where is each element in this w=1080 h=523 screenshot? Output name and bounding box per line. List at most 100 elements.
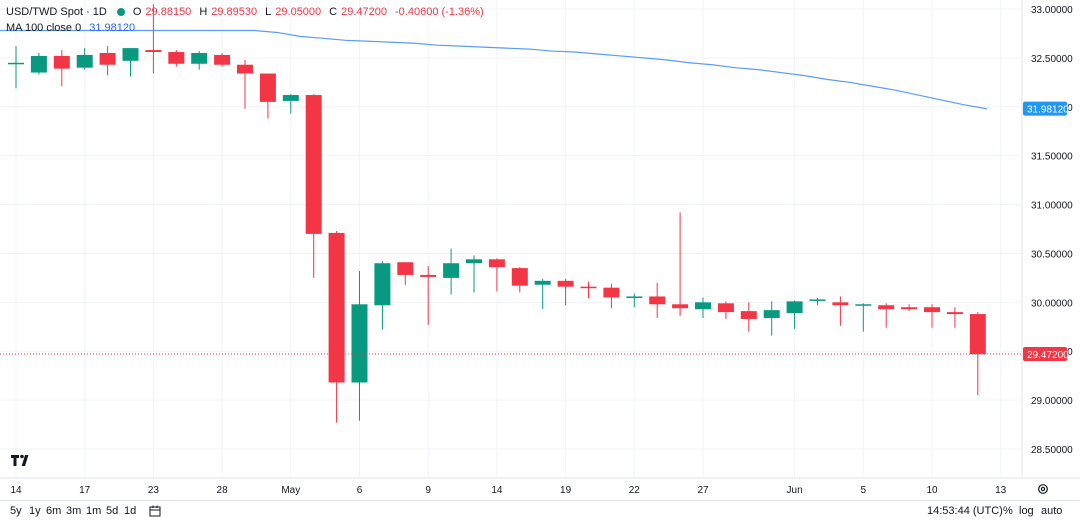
high-label: H <box>199 6 208 18</box>
ma-indicator-label[interactable]: MA 100 close 0 <box>6 22 82 34</box>
candle-up <box>763 310 780 318</box>
percent-toggle[interactable]: % <box>1003 505 1013 517</box>
candles-group <box>8 4 986 423</box>
y-axis: 28.5000029.0000029.5000030.0000030.50000… <box>1031 5 1073 456</box>
timeframe-1m[interactable]: 1m <box>86 505 102 517</box>
y-tick-label: 30.50000 <box>1031 249 1073 260</box>
tradingview-logo-icon[interactable] <box>10 452 32 468</box>
market-status-icon <box>116 8 125 16</box>
candle-up <box>30 55 47 73</box>
candle-up <box>8 62 24 65</box>
candle-up <box>191 53 208 64</box>
candle-up <box>809 299 826 301</box>
candle-up <box>466 259 482 264</box>
close-label: C <box>329 6 338 18</box>
open-value: 29.88150 <box>145 6 192 18</box>
candle-down <box>603 287 620 298</box>
grid-lines <box>0 0 1080 479</box>
x-tick-label: 13 <box>995 485 1007 496</box>
candle-down <box>237 64 253 74</box>
x-tick-label: 19 <box>560 485 572 496</box>
low-value: 29.05000 <box>275 6 322 18</box>
candle-up <box>282 95 299 101</box>
x-tick-label: 17 <box>79 485 91 496</box>
candle-down <box>924 307 940 313</box>
candle-down <box>99 53 116 65</box>
candle-down <box>328 232 345 383</box>
price-chart[interactable]: 28.5000029.0000029.5000030.0000030.50000… <box>0 0 1080 500</box>
candle-down <box>214 54 231 65</box>
change-value: -0.40600 (-1.36%) <box>395 6 484 18</box>
candle-down <box>488 259 505 268</box>
x-axis: 14 17 23 28 May 6 9 14 19 22 27 Jun 5 10 13 <box>10 485 1006 496</box>
candle-down <box>878 305 895 310</box>
close-value: 29.47200 <box>341 6 388 18</box>
y-tick-label: 30.00000 <box>1031 298 1073 309</box>
candle-down <box>53 55 70 69</box>
x-tick-label: 5 <box>861 485 867 496</box>
candle-up <box>786 301 803 314</box>
ma-price-label: 31.98120 <box>1027 105 1069 116</box>
x-tick-label: 23 <box>148 485 160 496</box>
timeframe-5d[interactable]: 5d <box>106 505 119 517</box>
candle-up <box>122 48 139 61</box>
candle-down <box>717 303 734 313</box>
settings-gear-icon[interactable] <box>1037 483 1049 495</box>
x-tick-label: 10 <box>926 485 938 496</box>
open-label: O <box>132 6 142 18</box>
ma-indicator-value: 31.98120 <box>89 22 136 34</box>
candle-down <box>168 52 185 64</box>
candle-down <box>145 50 162 53</box>
date-range-icon[interactable] <box>149 505 162 518</box>
y-tick-label: 32.50000 <box>1031 54 1073 65</box>
candle-down <box>832 302 849 306</box>
y-tick-label: 31.50000 <box>1031 152 1073 163</box>
log-toggle[interactable]: log <box>1019 505 1034 517</box>
candle-up <box>351 304 368 383</box>
candle-down <box>259 73 276 102</box>
x-tick-label: May <box>281 485 300 496</box>
candle-down <box>969 314 986 355</box>
last-price-label: 29.47200 <box>1027 350 1069 361</box>
timeframe-5y[interactable]: 5y <box>10 505 22 517</box>
candle-down <box>740 311 757 319</box>
ma-price-badge <box>1023 101 1067 116</box>
candle-down <box>397 262 414 275</box>
x-tick-label: 22 <box>629 485 641 496</box>
candle-up <box>443 263 460 278</box>
candle-up <box>855 304 872 306</box>
timeframe-1y[interactable]: 1y <box>29 505 41 517</box>
x-tick-label: 28 <box>217 485 229 496</box>
x-tick-label: 27 <box>697 485 709 496</box>
candle-up <box>695 302 711 310</box>
candle-down <box>420 274 437 277</box>
ma-line <box>0 29 988 110</box>
low-label: L <box>265 6 272 18</box>
y-tick-label: 33.00000 <box>1031 5 1073 16</box>
candle-down <box>649 296 666 305</box>
y-tick-label: 31.00000 <box>1031 201 1073 212</box>
y-tick-label: 29.00000 <box>1031 396 1073 407</box>
candle-up <box>76 54 93 68</box>
candle-down <box>946 312 963 315</box>
price-markers: 29.47200 31.98120 <box>0 101 1069 361</box>
x-tick-label: Jun <box>787 485 803 496</box>
candle-down <box>305 95 322 234</box>
x-tick-label: 9 <box>425 485 431 496</box>
bottom-toolbar: 5y 1y 6m 3m 1m 5d 1d 14:53:44 (UTC) % lo… <box>0 500 1080 523</box>
timeframe-6m[interactable]: 6m <box>46 505 62 517</box>
auto-toggle[interactable]: auto <box>1041 505 1063 517</box>
candle-down <box>672 304 689 309</box>
candle-up <box>626 296 643 298</box>
candle-up <box>534 280 551 285</box>
ma-line-group <box>0 29 988 110</box>
x-tick-label: 14 <box>491 485 503 496</box>
x-tick-label: 14 <box>10 485 22 496</box>
utc-clock[interactable]: 14:53:44 (UTC) <box>927 505 1003 517</box>
timeframe-1d[interactable]: 1d <box>124 505 137 517</box>
y-tick-label: 28.50000 <box>1031 445 1073 456</box>
high-value: 29.89530 <box>211 6 258 18</box>
candle-down <box>580 286 597 289</box>
timeframe-3m[interactable]: 3m <box>66 505 82 517</box>
symbol-label[interactable]: USD/TWD Spot · 1D <box>6 6 107 18</box>
